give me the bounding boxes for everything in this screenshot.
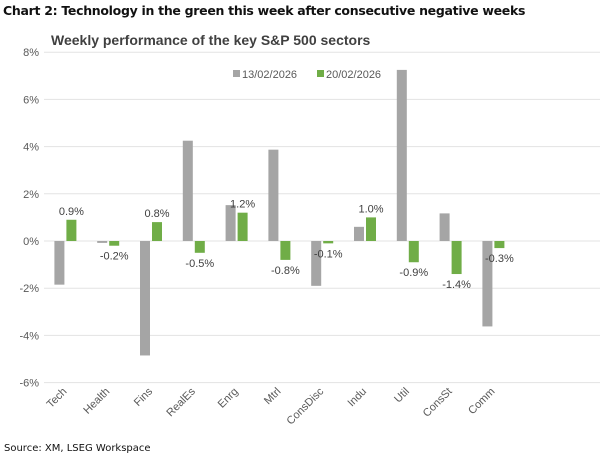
bar-20-02-consdisc	[323, 241, 334, 244]
bar-20-02-comm	[494, 241, 505, 249]
source-note: Source: XM, LSEG Workspace	[4, 443, 151, 454]
chart-title: Weekly performance of the key S&P 500 se…	[51, 32, 371, 48]
bar-20-02-health	[109, 241, 120, 246]
bar-13-02-tech	[54, 241, 65, 285]
bar-13-02-fins	[140, 241, 150, 356]
x-tick-label: Indu	[345, 386, 369, 410]
x-tick-label: ConsSt	[421, 386, 455, 420]
chart-heading: Chart 2: Technology in the green this we…	[3, 3, 526, 18]
data-label: 0.8%	[144, 208, 169, 220]
y-tick-label: -6%	[19, 378, 39, 390]
bar-13-02-reales	[182, 140, 193, 241]
bar-20-02-reales	[194, 241, 205, 253]
x-tick-label: Tech	[45, 386, 70, 411]
bar-20-02-util	[408, 241, 419, 263]
x-tick-label: RealEs	[164, 385, 198, 419]
y-tick-label: -2%	[19, 283, 39, 295]
legend-label: 13/02/2026	[242, 69, 297, 81]
bar-20-02-indu	[366, 217, 376, 241]
y-tick-label: 0%	[23, 236, 39, 248]
data-label: -0.2%	[100, 251, 129, 263]
data-label: -0.3%	[485, 253, 514, 265]
x-tick-label: Health	[81, 386, 112, 417]
bar-13-02-mtrl	[268, 149, 279, 241]
data-label: -0.8%	[271, 265, 300, 277]
bar-20-02-fins	[152, 222, 162, 241]
data-label: -1.4%	[442, 279, 471, 291]
x-tick-label: Fins	[132, 385, 156, 409]
y-tick-label: 4%	[23, 142, 39, 154]
bar-13-02-comm	[482, 241, 493, 327]
bar-13-02-health	[97, 241, 108, 243]
data-label: 0.9%	[59, 206, 84, 218]
y-tick-label: 8%	[23, 47, 39, 59]
data-label: 1.2%	[230, 199, 255, 211]
bar-20-02-tech	[66, 219, 77, 241]
data-label: 1.0%	[358, 203, 383, 215]
x-tick-label: Mtrl	[262, 386, 283, 407]
data-label: -0.9%	[399, 267, 428, 279]
legend-swatch	[317, 70, 324, 77]
bar-13-02-enrg	[225, 205, 236, 241]
bar-13-02-consst	[439, 213, 450, 241]
bar-13-02-consdisc	[311, 241, 322, 286]
bar-20-02-mtrl	[280, 241, 291, 260]
x-tick-label: Enrg	[216, 386, 241, 411]
legend-label: 20/02/2026	[326, 69, 381, 81]
x-tick-label: Comm	[466, 386, 497, 417]
x-tick-label: ConsDisc	[285, 385, 327, 427]
bar-20-02-enrg	[237, 212, 248, 241]
bar-13-02-indu	[354, 226, 364, 241]
bar-20-02-consst	[451, 241, 462, 275]
bar-13-02-util	[396, 69, 407, 242]
legend-swatch	[233, 70, 240, 77]
data-label: -0.5%	[185, 258, 214, 270]
y-tick-label: -4%	[19, 330, 39, 342]
data-label: -0.1%	[314, 248, 343, 260]
y-tick-label: 6%	[23, 94, 39, 106]
x-tick-label: Util	[392, 386, 412, 406]
y-tick-label: 2%	[23, 189, 39, 201]
